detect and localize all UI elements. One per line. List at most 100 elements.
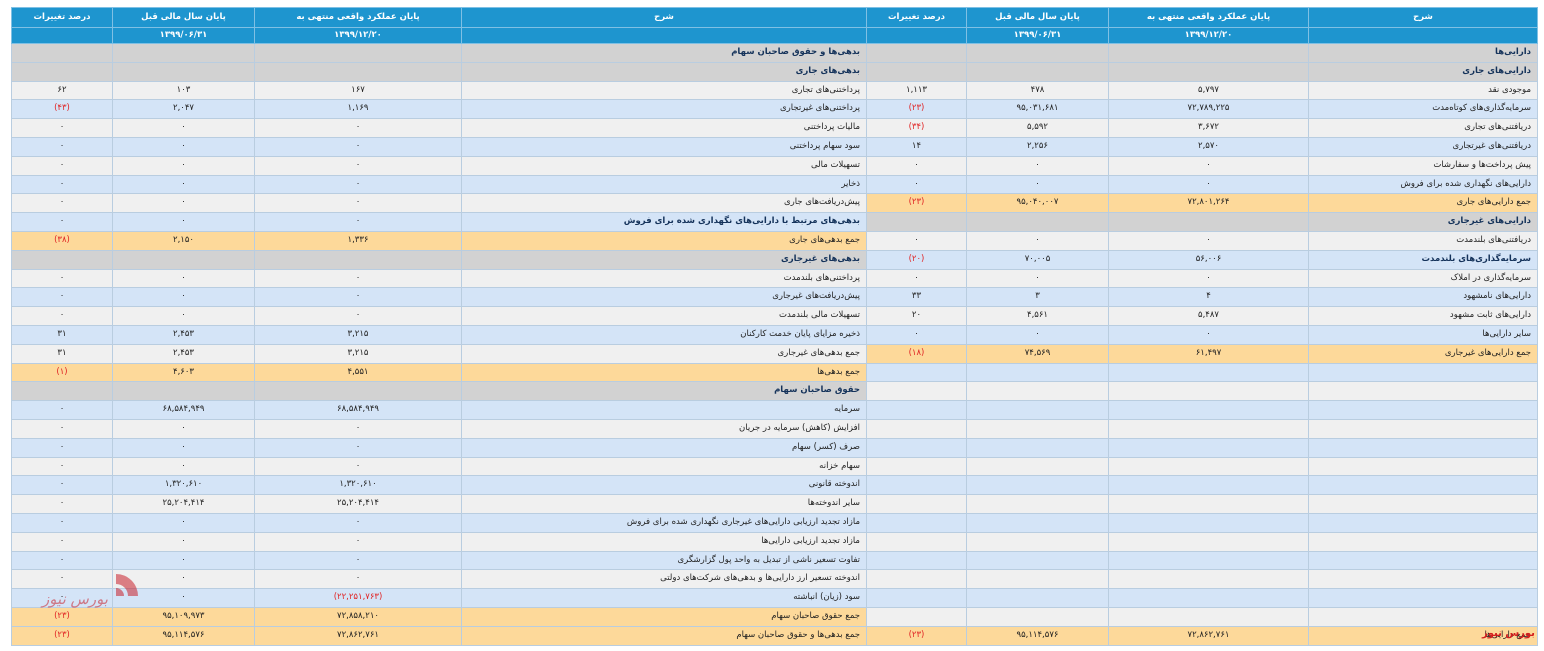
liabilities-change-cell: ۰: [11, 155, 113, 176]
liabilities-label-cell: صرف (کسر) سهام: [461, 437, 867, 458]
liabilities-change-cell: ۰: [11, 306, 113, 326]
assets-label-cell: دارایی‌های جاری: [1308, 61, 1538, 82]
header-prior-date-assets: ۱۳۹۹/۰۶/۳۱: [966, 27, 1109, 44]
assets-label-cell: دریافتنی‌های تجاری: [1308, 118, 1538, 138]
assets-change-cell: [866, 512, 967, 533]
liabilities-current-cell: ۰: [254, 418, 462, 439]
assets-current-cell: [1108, 550, 1309, 571]
liabilities-current-cell: ۲۵,۲۰۴,۴۱۴: [254, 494, 462, 514]
liabilities-current-cell: [254, 61, 462, 82]
assets-change-cell: ۱۴: [866, 136, 967, 157]
liabilities-prior-cell: ۰: [112, 512, 255, 533]
assets-prior-cell: ۳: [966, 287, 1109, 308]
liabilities-label-cell: افزایش (کاهش) سرمایه در جریان: [461, 418, 867, 439]
table-row: دارایی‌های ثابت مشهود ۵,۴۸۷ ۴,۵۶۱ ۲۰ تسهیلات…: [11, 306, 1538, 326]
assets-label-cell: [1308, 606, 1538, 627]
liabilities-change-cell: [11, 249, 113, 270]
assets-label-cell: دارایی‌های نگهداری شده برای فروش: [1308, 174, 1538, 195]
assets-label-cell: سرمایه‌گذاری‌های بلندمدت: [1308, 249, 1538, 270]
liabilities-prior-cell: ۴,۶۰۳: [112, 362, 255, 383]
assets-change-cell: (۲۳): [866, 99, 967, 120]
table-row: حقوق صاحبان سهام: [11, 381, 1538, 402]
assets-prior-cell: [966, 494, 1109, 514]
liabilities-current-cell: ۴,۵۵۱: [254, 362, 462, 383]
liabilities-change-cell: (۱): [11, 362, 113, 383]
liabilities-label-cell: پرداختنی‌های غیرتجاری: [461, 99, 867, 120]
header-current-date-assets: ۱۳۹۹/۱۲/۲۰: [1108, 27, 1309, 44]
assets-prior-cell: [966, 362, 1109, 383]
header-prior-assets: پایان سال مالی قبل: [966, 7, 1109, 28]
table-row: سایر اندوخته‌ها ۲۵,۲۰۴,۴۱۴ ۲۵,۲۰۴,۴۱۴ ۰: [11, 494, 1538, 514]
assets-label-cell: دارایی‌های ثابت مشهود: [1308, 306, 1538, 326]
assets-label-cell: [1308, 400, 1538, 420]
assets-change-cell: [866, 550, 967, 571]
assets-current-cell: [1108, 212, 1309, 232]
liabilities-label-cell: پرداختنی‌های بلندمدت: [461, 268, 867, 289]
assets-prior-cell: [966, 531, 1109, 552]
assets-change-cell: [866, 569, 967, 590]
liabilities-current-cell: [254, 43, 462, 63]
assets-current-cell: [1108, 61, 1309, 82]
liabilities-current-cell: ۰: [254, 268, 462, 289]
liabilities-label-cell: سرمایه: [461, 400, 867, 420]
assets-label-cell: جمع دارایی‌های غیرجاری: [1308, 343, 1538, 364]
assets-change-cell: [866, 43, 967, 63]
assets-prior-cell: [966, 437, 1109, 458]
liabilities-change-cell: (۲۳): [11, 606, 113, 627]
assets-prior-cell: [966, 475, 1109, 496]
assets-prior-cell: [966, 212, 1109, 232]
table-row: پیش پرداخت‌ها و سفارشات ۰ ۰ ۰ تسهیلات مالی ۰ ۰…: [11, 155, 1538, 176]
assets-current-cell: ۷۲,۸۰۱,۲۶۴: [1108, 193, 1309, 214]
assets-current-cell: ۰: [1108, 268, 1309, 289]
assets-label-cell: [1308, 418, 1538, 439]
liabilities-change-cell: ۳۱: [11, 343, 113, 364]
liabilities-prior-cell: ۰: [112, 531, 255, 552]
table-row: سرمایه‌گذاری‌های بلندمدت ۵۶,۰۰۶ ۷۰,۰۰۵ (۲۰)…: [11, 249, 1538, 270]
header-current-liabilities: پایان عملکرد واقعی منتهی به: [254, 7, 462, 28]
table-row: دارایی‌های نگهداری شده برای فروش ۰ ۰ ۰ ذخایر…: [11, 174, 1538, 195]
assets-prior-cell: ۰: [966, 268, 1109, 289]
liabilities-label-cell: ذخیره مزایای پایان خدمت کارکنان: [461, 324, 867, 345]
table-row: اندوخته تسعیر ارز دارایی‌ها و بدهی‌های ش…: [11, 569, 1538, 590]
assets-prior-cell: ۹۵,۰۳۱,۶۸۱: [966, 99, 1109, 120]
assets-label-cell: [1308, 569, 1538, 590]
assets-current-cell: ۳,۶۷۲: [1108, 118, 1309, 138]
assets-change-cell: (۲۳): [866, 625, 967, 646]
liabilities-change-cell: ۰: [11, 212, 113, 232]
liabilities-change-cell: ۰: [11, 118, 113, 138]
liabilities-change-cell: ۰: [11, 456, 113, 477]
liabilities-label-cell: بدهی‌های غیرجاری: [461, 249, 867, 270]
assets-change-cell: [866, 212, 967, 232]
liabilities-prior-cell: ۰: [112, 174, 255, 195]
assets-current-cell: ۰: [1108, 230, 1309, 251]
assets-label-cell: دریافتنی‌های بلندمدت: [1308, 230, 1538, 251]
assets-current-cell: [1108, 588, 1309, 608]
liabilities-change-cell: ۰: [11, 569, 113, 590]
assets-current-cell: [1108, 494, 1309, 514]
assets-change-cell: [866, 418, 967, 439]
assets-current-cell: [1108, 381, 1309, 402]
liabilities-current-cell: ۰: [254, 437, 462, 458]
liabilities-change-cell: ۰: [11, 400, 113, 420]
assets-prior-cell: ۰: [966, 174, 1109, 195]
liabilities-change-cell: [11, 381, 113, 402]
assets-label-cell: [1308, 456, 1538, 477]
liabilities-current-cell: ۰: [254, 569, 462, 590]
assets-label-cell: پیش پرداخت‌ها و سفارشات: [1308, 155, 1538, 176]
liabilities-change-cell: ۰: [11, 268, 113, 289]
liabilities-label-cell: پیش‌دریافت‌های غیرجاری: [461, 287, 867, 308]
assets-prior-cell: ۰: [966, 324, 1109, 345]
liabilities-current-cell: ۰: [254, 306, 462, 326]
liabilities-prior-cell: ۲,۱۵۰: [112, 230, 255, 251]
table-row: دارایی‌های غیرجاری بدهی‌های مرتبط با دارا…: [11, 212, 1538, 232]
table-row: صرف (کسر) سهام ۰ ۰ ۰: [11, 437, 1538, 458]
assets-change-cell: (۲۳): [866, 193, 967, 214]
header-date-row: ۱۳۹۹/۱۲/۲۰ ۱۳۹۹/۰۶/۳۱ ۱۳۹۹/۱۲/۲۰ ۱۳۹۹/۰۶…: [11, 27, 1538, 44]
header-prior-date-liabilities: ۱۳۹۹/۰۶/۳۱: [112, 27, 255, 44]
bourse-news-logo: بورس نیوز: [1482, 628, 1535, 639]
assets-current-cell: ۷۲,۸۶۲,۷۶۱: [1108, 625, 1309, 646]
assets-current-cell: ۵,۴۸۷: [1108, 306, 1309, 326]
liabilities-prior-cell: ۰: [112, 306, 255, 326]
liabilities-prior-cell: ۲۵,۲۰۴,۴۱۴: [112, 494, 255, 514]
liabilities-prior-cell: ۰: [112, 155, 255, 176]
